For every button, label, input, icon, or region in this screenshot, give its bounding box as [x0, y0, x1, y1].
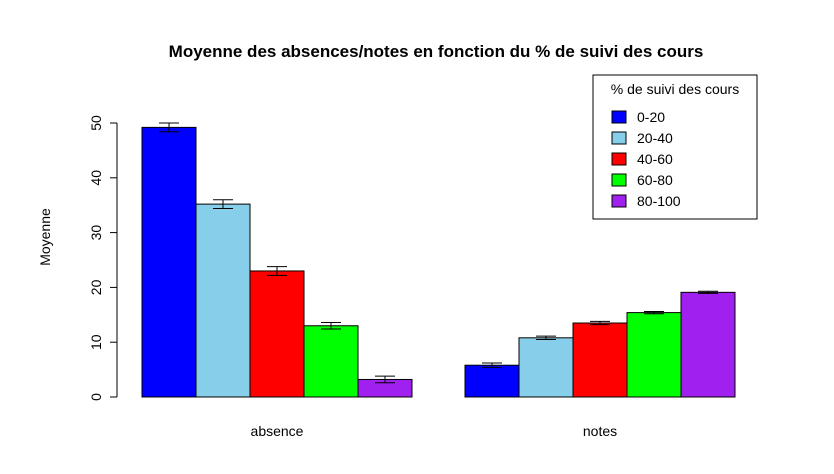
legend-entry-label: 80-100 [637, 193, 681, 209]
bar [249, 270, 305, 398]
bar [464, 364, 520, 398]
legend-swatch [611, 194, 627, 208]
legend-title: % de suivi des cours [611, 81, 739, 97]
legend-entry-label: 60-80 [637, 172, 673, 188]
legend: % de suivi des cours 0-20 20-40 40-60 60-80 8… [592, 74, 758, 220]
legend-entry-label: 20-40 [637, 130, 673, 146]
bar [195, 203, 251, 398]
y-tick-label: 20 [88, 279, 104, 295]
legend-swatch [611, 152, 627, 166]
legend-swatch [611, 173, 627, 187]
y-tick-label: 30 [88, 225, 104, 241]
x-category-label: absence [251, 423, 304, 439]
legend-entry-label: 0-20 [637, 109, 665, 125]
bar [303, 325, 359, 398]
chart-title: Moyenne des absences/notes en fonction d… [169, 42, 704, 61]
y-tick-label: 40 [88, 170, 104, 186]
plot-area: 0 10 20 30 40 50 absence notes [88, 115, 736, 439]
bar [518, 337, 574, 398]
legend-swatch [611, 131, 627, 145]
x-category-label: notes [583, 423, 617, 439]
y-tick-label: 50 [88, 115, 104, 131]
bar [572, 322, 628, 398]
bar [626, 312, 682, 398]
legend-swatch [611, 110, 627, 124]
bar [680, 291, 736, 398]
legend-entry-label: 40-60 [637, 151, 673, 167]
y-tick-label: 0 [88, 393, 104, 401]
bar [141, 126, 197, 398]
y-axis-label: Moyenne [37, 208, 53, 266]
y-tick-label: 10 [88, 334, 104, 350]
